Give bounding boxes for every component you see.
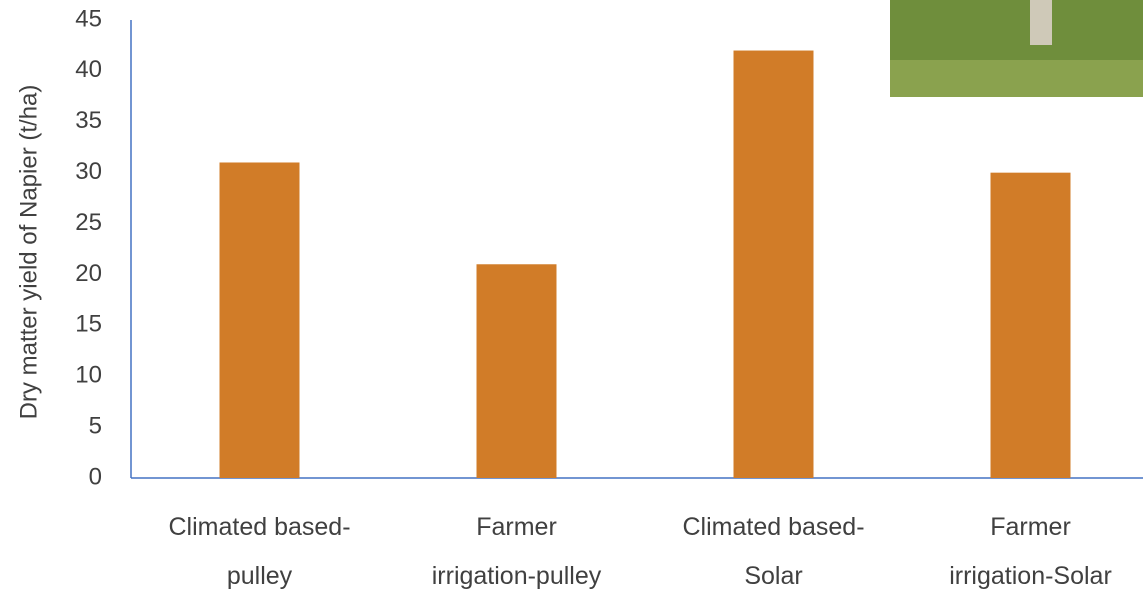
y-tick-label: 15 bbox=[75, 311, 102, 338]
x-tick-label: Farmer irrigation-pulley bbox=[388, 503, 645, 601]
x-tick-label: Climated based- Solar bbox=[645, 503, 902, 601]
bar bbox=[991, 173, 1071, 478]
y-tick-label: 10 bbox=[75, 362, 102, 389]
x-tick-label: Climated based- pulley bbox=[131, 503, 388, 601]
y-tick-label: 5 bbox=[89, 412, 102, 439]
chart: Dry matter yield of Napier (t/ha) 0 5 10 15… bbox=[0, 0, 1143, 590]
y-tick-label: 20 bbox=[75, 260, 102, 287]
x-tick-label: Farmer irrigation-Solar bbox=[902, 503, 1143, 601]
y-tick-label: 40 bbox=[75, 56, 102, 83]
bar bbox=[477, 264, 557, 478]
y-tick-label: 0 bbox=[89, 463, 102, 490]
bar bbox=[734, 51, 814, 478]
photo-post bbox=[1030, 0, 1052, 45]
y-tick-label: 25 bbox=[75, 209, 102, 236]
y-tick-label: 30 bbox=[75, 158, 102, 185]
y-tick-label: 45 bbox=[75, 5, 102, 32]
y-tick-label: 35 bbox=[75, 107, 102, 134]
page: {"chart_data": {"type": "bar", "y_label"… bbox=[0, 0, 1143, 590]
bar bbox=[220, 162, 300, 478]
y-axis-label: Dry matter yield of Napier (t/ha) bbox=[15, 85, 42, 420]
photo-grass bbox=[890, 60, 1143, 97]
